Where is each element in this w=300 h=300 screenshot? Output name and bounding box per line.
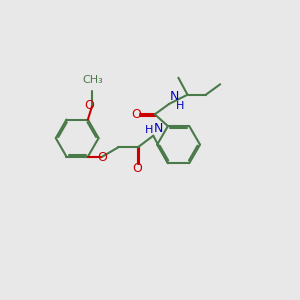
Text: O: O <box>133 162 142 176</box>
Text: H: H <box>176 101 185 111</box>
Text: O: O <box>97 151 107 164</box>
Text: O: O <box>84 99 94 112</box>
Text: H: H <box>145 124 153 134</box>
Text: O: O <box>131 108 141 121</box>
Text: CH₃: CH₃ <box>82 76 103 85</box>
Text: N: N <box>154 122 164 134</box>
Text: N: N <box>170 90 179 103</box>
